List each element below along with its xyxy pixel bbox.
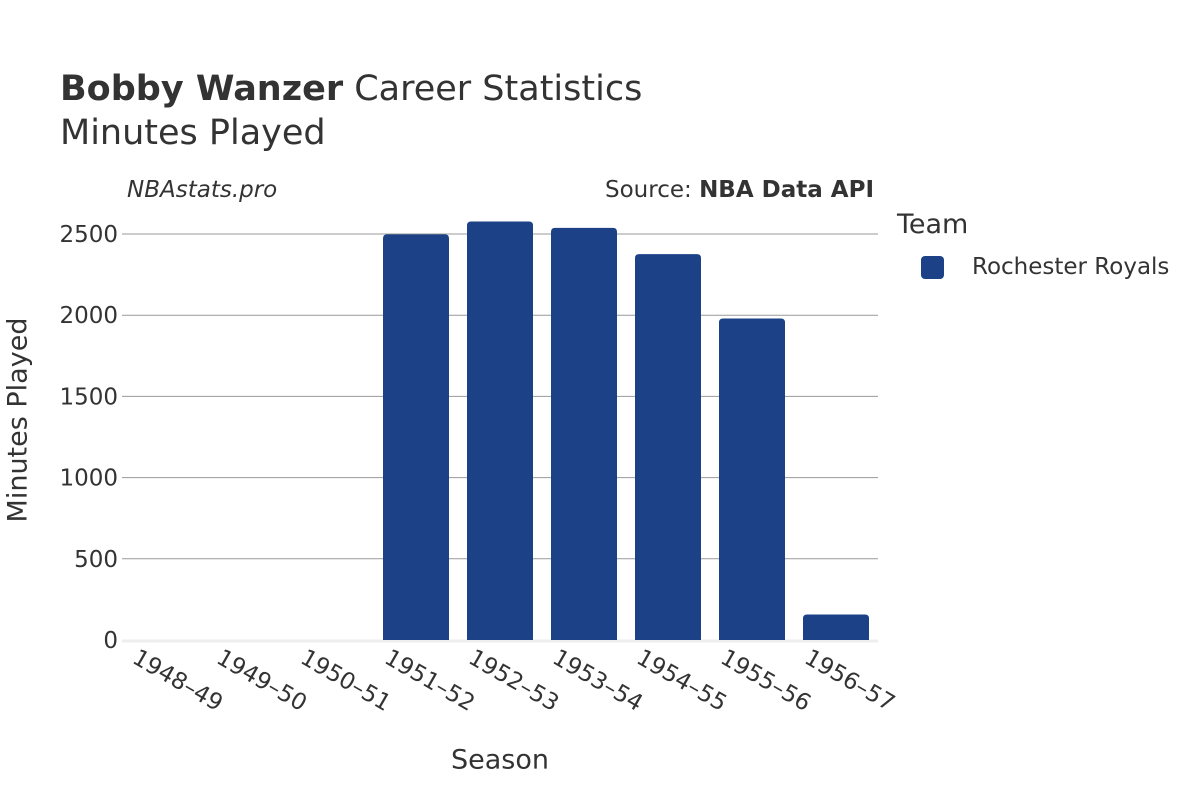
- y-tick-label: 1000: [59, 466, 118, 492]
- x-tick-label: 1950–51: [296, 645, 395, 717]
- y-tick-label: 2500: [59, 222, 118, 248]
- chart-title: Bobby Wanzer Career Statistics: [60, 68, 642, 110]
- x-tick-label: 1951–52: [380, 645, 479, 717]
- source-name: NBA Data API: [699, 177, 874, 203]
- x-tick-label: 1948–49: [128, 645, 227, 717]
- x-tick-label: 1955–56: [716, 645, 815, 717]
- legend-label: Rochester Royals: [972, 254, 1170, 280]
- y-tick-label: 500: [74, 547, 118, 573]
- bar: [467, 221, 533, 641]
- bar: [803, 614, 869, 640]
- bar: [383, 234, 449, 640]
- legend-item-rochester-royals[interactable]: Rochester Royals: [921, 252, 1169, 282]
- chart-subtitle: Minutes Played: [60, 113, 326, 153]
- x-tick-label: 1956–57: [800, 645, 899, 717]
- x-tick-label: 1954–55: [632, 645, 731, 717]
- y-tick-label: 0: [103, 628, 118, 654]
- chart-title-player: Bobby Wanzer: [60, 69, 344, 109]
- chart-title-rest: Career Statistics: [343, 69, 643, 109]
- x-axis-label: Season: [451, 744, 549, 776]
- x-tick-label: 1952–53: [464, 645, 563, 717]
- bar: [719, 318, 785, 640]
- bar: [635, 254, 701, 640]
- legend-title: Team: [897, 209, 969, 240]
- site-credit: NBAstats.pro: [127, 177, 278, 203]
- y-tick-label: 1500: [59, 384, 118, 410]
- x-tick-label: 1949–50: [212, 645, 311, 717]
- legend-swatch: [921, 255, 944, 279]
- y-tick-label: 2000: [59, 303, 118, 329]
- source-prefix: Source:: [605, 177, 700, 203]
- source-credit: Source: NBA Data API: [605, 177, 874, 203]
- x-tick-label: 1953–54: [548, 645, 647, 717]
- bar: [551, 227, 617, 640]
